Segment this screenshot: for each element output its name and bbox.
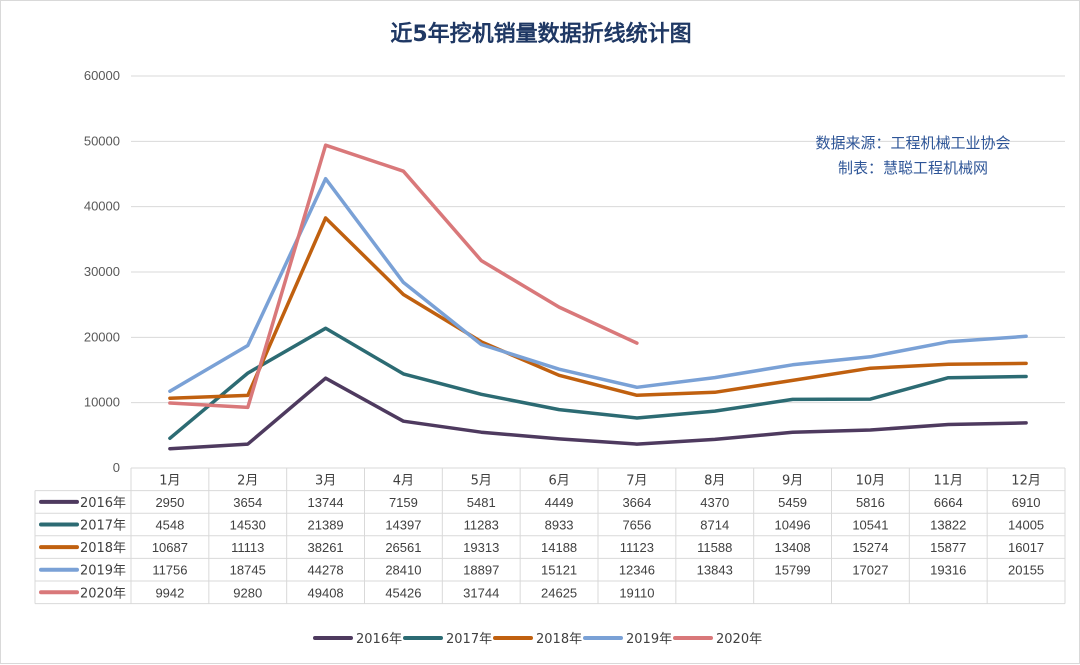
y-tick-label: 10000 [84, 395, 120, 410]
y-tick-label: 0 [113, 460, 120, 475]
series-lines [168, 143, 1028, 451]
table-cell-value: 4449 [545, 495, 574, 510]
table-cell-value: 14530 [230, 518, 266, 533]
table-cell-value: 10687 [152, 540, 188, 555]
table-series-label: 2018年 [80, 541, 126, 556]
y-tick-label: 30000 [84, 264, 120, 279]
legend: 2016年 2017年 2018年 2019年 2020年 [313, 632, 762, 647]
table-cell-value: 9280 [233, 585, 262, 600]
table-cell-value: 6910 [1012, 495, 1041, 510]
table-cell-value: 11123 [620, 540, 654, 555]
table-cell-value: 5481 [467, 495, 496, 510]
table-cell-value: 13843 [697, 563, 733, 578]
legend-label: 2016年 [356, 632, 402, 647]
table-cell-value: 10541 [852, 518, 888, 533]
table-cell-value: 4370 [700, 495, 729, 510]
y-tick-label: 40000 [84, 199, 120, 214]
table-cell-value: 14188 [541, 540, 577, 555]
table-cell-value: 21389 [308, 518, 344, 533]
table-cell-value: 15799 [775, 563, 811, 578]
table-series-label: 2016年 [80, 496, 126, 511]
table-cell-value: 3664 [622, 495, 651, 510]
table-cell-value: 13822 [930, 518, 966, 533]
table-cell-value: 12346 [619, 563, 655, 578]
table-cell-value: 7159 [389, 495, 418, 510]
table-cell-value: 19110 [619, 585, 654, 600]
table-cell-value: 6664 [934, 495, 963, 510]
legend-label: 2019年 [626, 632, 672, 647]
series-line-2017年 [168, 326, 1028, 441]
table-cell-value: 8714 [700, 518, 729, 533]
chart-title: 近5年挖机销量数据折线统计图 [390, 21, 691, 47]
maker-annotation: 制表：慧聪工程机械网 [838, 159, 988, 177]
table-cell-value: 10496 [775, 518, 811, 533]
table-cell-value: 11283 [464, 518, 499, 533]
series-line-2016年 [168, 376, 1028, 451]
table-cell-value: 5459 [778, 495, 807, 510]
table-cell-value: 11756 [152, 563, 187, 578]
table-cell-value: 8933 [545, 518, 574, 533]
source-annotation: 数据来源：工程机械工业协会 [815, 134, 1010, 152]
y-tick-label: 50000 [84, 133, 120, 148]
table-cell-value: 13744 [308, 495, 344, 510]
table-cell-value: 9942 [155, 585, 184, 600]
table-cell-value: 14005 [1008, 518, 1044, 533]
x-category-label: 5月 [471, 473, 492, 488]
table-cell-value: 7656 [622, 518, 651, 533]
table-cell-value: 14397 [385, 518, 421, 533]
table-cell-value: 20155 [1008, 563, 1044, 578]
table-cell-value: 44278 [308, 563, 344, 578]
table-cell-value: 38261 [308, 540, 344, 555]
x-category-label: 11月 [933, 473, 963, 488]
table-cell-value: 11588 [697, 540, 732, 555]
x-category-label: 10月 [856, 473, 886, 488]
table-cell-value: 4548 [155, 518, 184, 533]
table-cell-value: 45426 [385, 585, 421, 600]
table-cell-value: 19316 [930, 563, 966, 578]
y-tick-label: 60000 [84, 68, 120, 83]
table-cell-value: 26561 [385, 540, 421, 555]
x-category-label: 12月 [1011, 473, 1041, 488]
table-series-label: 2019年 [80, 564, 126, 579]
table-cell-value: 13408 [775, 540, 811, 555]
x-category-label: 4月 [393, 473, 414, 488]
table-cell-value: 24625 [541, 585, 577, 600]
table-cell-value: 28410 [385, 563, 421, 578]
y-tick-label: 20000 [84, 329, 120, 344]
table-cell-value: 31744 [463, 585, 499, 600]
table-cell-value: 15274 [852, 540, 888, 555]
x-category-label: 8月 [704, 473, 725, 488]
table-cell-value: 18745 [230, 563, 266, 578]
series-line-2019年 [168, 176, 1028, 393]
table-cell-value: 19313 [463, 540, 499, 555]
table-series-label: 2020年 [80, 586, 126, 601]
legend-label: 2017年 [446, 632, 492, 647]
x-category-label: 2月 [237, 473, 258, 488]
table-cell-value: 15121 [541, 563, 577, 578]
table-cell-value: 17027 [852, 563, 888, 578]
series-line-2020年 [168, 143, 639, 410]
table-cell-value: 2950 [155, 495, 184, 510]
table-series-label: 2017年 [80, 519, 126, 534]
data-table: 1月 2月 3月 4月 5月 6月 7月 8月 9月 10月 11月 12月 2016年 2950 3654… [34, 467, 1066, 605]
legend-label: 2018年 [536, 632, 582, 647]
x-category-label: 3月 [315, 473, 336, 488]
x-category-label: 7月 [626, 473, 647, 488]
x-category-label: 1月 [159, 473, 180, 488]
table-cell-value: 5816 [856, 495, 885, 510]
table-cell-value: 49408 [308, 585, 344, 600]
x-category-label: 9月 [782, 473, 803, 488]
series-line-2018年 [168, 216, 1028, 400]
table-cell-value: 11113 [231, 540, 264, 555]
table-cell-value: 16017 [1008, 540, 1044, 555]
table-cell-value: 15877 [930, 540, 966, 555]
table-cell-value: 3654 [233, 495, 262, 510]
x-category-label: 6月 [548, 473, 569, 488]
legend-label: 2020年 [716, 632, 762, 647]
table-cell-value: 18897 [463, 563, 499, 578]
y-axis-ticks: 0 10000 20000 30000 40000 50000 60000 [84, 68, 120, 475]
